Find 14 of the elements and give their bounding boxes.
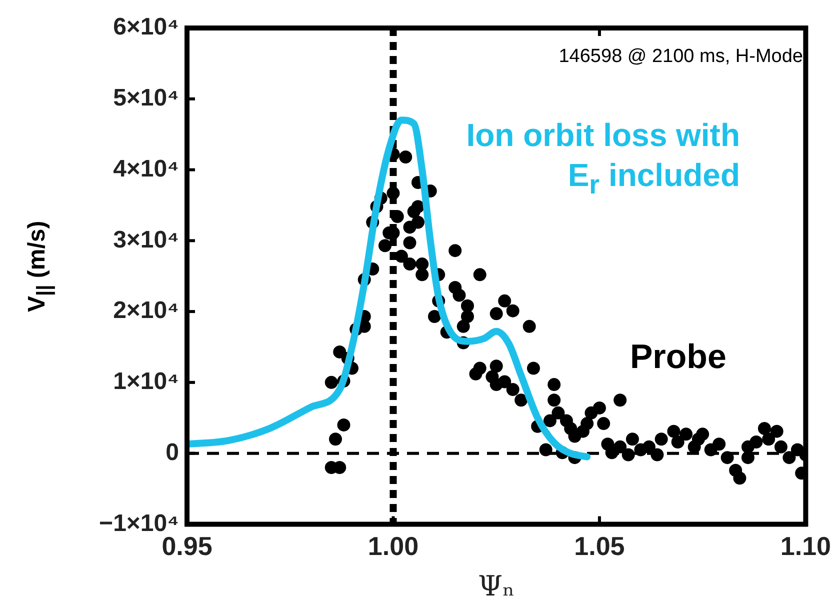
- annotation: 146598 @ 2100 ms, H-Mode: [558, 46, 803, 68]
- series-label: Ion orbit loss with E$_{r}$ included: [465, 116, 740, 202]
- y-tick-label: 6×10⁴: [113, 14, 179, 41]
- y-tick-label: 3×10⁴: [113, 226, 179, 254]
- y-tick-label: 5×10⁴: [113, 84, 179, 112]
- x-axis-title: Ψₙ: [478, 569, 515, 602]
- series-label: Probe: [630, 338, 726, 377]
- x-tick-label: 1.05: [574, 530, 625, 561]
- x-tick-label: 1.00: [368, 530, 419, 561]
- y-tick-label: 0: [166, 438, 179, 466]
- y-tick-label: 4×10⁴: [113, 155, 179, 182]
- x-tick-label: 1.10: [780, 530, 832, 561]
- y-tick-label: 1×10⁴: [113, 368, 179, 396]
- y-tick-label: 2×10⁴: [113, 297, 179, 324]
